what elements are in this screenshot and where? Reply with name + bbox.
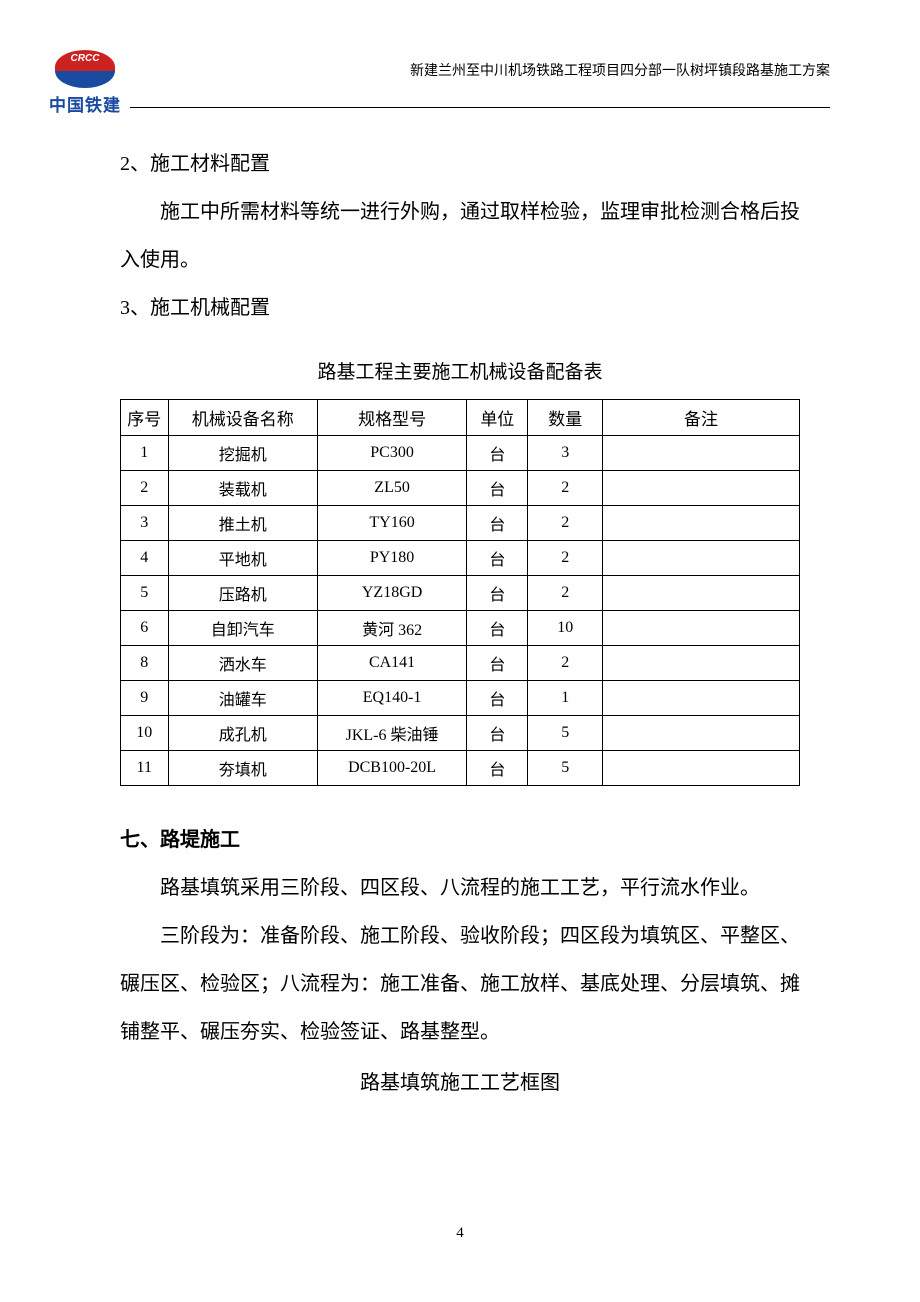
- cell-note: [603, 541, 800, 576]
- section-7-title: 七、路堤施工: [120, 816, 800, 864]
- cell-note: [603, 681, 800, 716]
- cell-qty: 2: [528, 541, 603, 576]
- chart-title: 路基填筑施工工艺框图: [120, 1066, 800, 1095]
- cell-spec: CA141: [317, 646, 466, 681]
- cell-name: 挖掘机: [168, 436, 317, 471]
- cell-spec: TY160: [317, 506, 466, 541]
- cell-seq: 3: [121, 506, 169, 541]
- cell-note: [603, 506, 800, 541]
- col-header-qty: 数量: [528, 400, 603, 436]
- cell-spec: 黄河 362: [317, 611, 466, 646]
- table-row: 8洒水车CA141台2: [121, 646, 800, 681]
- section-2-title: 2、施工材料配置: [120, 140, 800, 188]
- cell-name: 洒水车: [168, 646, 317, 681]
- cell-seq: 2: [121, 471, 169, 506]
- header-divider: [130, 107, 830, 108]
- table-row: 10成孔机JKL-6 柴油锤台5: [121, 716, 800, 751]
- table-row: 11夯填机DCB100-20L台5: [121, 751, 800, 786]
- cell-qty: 1: [528, 681, 603, 716]
- page-number: 4: [456, 1225, 464, 1242]
- cell-unit: 台: [467, 611, 528, 646]
- cell-qty: 5: [528, 716, 603, 751]
- cell-seq: 10: [121, 716, 169, 751]
- cell-name: 装载机: [168, 471, 317, 506]
- cell-unit: 台: [467, 436, 528, 471]
- cell-spec: DCB100-20L: [317, 751, 466, 786]
- table-row: 6自卸汽车黄河 362台10: [121, 611, 800, 646]
- cell-seq: 11: [121, 751, 169, 786]
- cell-unit: 台: [467, 681, 528, 716]
- table-row: 9油罐车EQ140-1台1: [121, 681, 800, 716]
- cell-note: [603, 646, 800, 681]
- cell-seq: 9: [121, 681, 169, 716]
- cell-note: [603, 436, 800, 471]
- cell-unit: 台: [467, 471, 528, 506]
- cell-unit: 台: [467, 646, 528, 681]
- cell-seq: 6: [121, 611, 169, 646]
- cell-qty: 2: [528, 576, 603, 611]
- logo-area: 中国铁建: [30, 50, 140, 116]
- cell-note: [603, 611, 800, 646]
- cell-name: 夯填机: [168, 751, 317, 786]
- equipment-table: 序号 机械设备名称 规格型号 单位 数量 备注 1挖掘机PC300台32装载机Z…: [120, 399, 800, 786]
- col-header-note: 备注: [603, 400, 800, 436]
- cell-note: [603, 576, 800, 611]
- table-title: 路基工程主要施工机械设备配备表: [120, 357, 800, 384]
- table-row: 1挖掘机PC300台3: [121, 436, 800, 471]
- cell-spec: YZ18GD: [317, 576, 466, 611]
- col-header-seq: 序号: [121, 400, 169, 436]
- cell-name: 平地机: [168, 541, 317, 576]
- section-7-p2: 三阶段为：准备阶段、施工阶段、验收阶段；四区段为填筑区、平整区、碾压区、检验区；…: [120, 912, 800, 1056]
- section-3-title: 3、施工机械配置: [120, 284, 800, 332]
- section-7-p1: 路基填筑采用三阶段、四区段、八流程的施工工艺，平行流水作业。: [120, 864, 800, 912]
- cell-unit: 台: [467, 506, 528, 541]
- cell-unit: 台: [467, 576, 528, 611]
- cell-name: 油罐车: [168, 681, 317, 716]
- crcc-logo-icon: [55, 50, 115, 88]
- logo-text: 中国铁建: [30, 91, 140, 116]
- cell-note: [603, 471, 800, 506]
- cell-unit: 台: [467, 716, 528, 751]
- cell-qty: 2: [528, 506, 603, 541]
- cell-note: [603, 716, 800, 751]
- cell-spec: PY180: [317, 541, 466, 576]
- col-header-name: 机械设备名称: [168, 400, 317, 436]
- cell-note: [603, 751, 800, 786]
- cell-spec: PC300: [317, 436, 466, 471]
- table-row: 4平地机PY180台2: [121, 541, 800, 576]
- cell-seq: 1: [121, 436, 169, 471]
- table-header-row: 序号 机械设备名称 规格型号 单位 数量 备注: [121, 400, 800, 436]
- cell-qty: 3: [528, 436, 603, 471]
- cell-name: 成孔机: [168, 716, 317, 751]
- table-row: 2装载机ZL50台2: [121, 471, 800, 506]
- table-body: 1挖掘机PC300台32装载机ZL50台23推土机TY160台24平地机PY18…: [121, 436, 800, 786]
- cell-unit: 台: [467, 541, 528, 576]
- section-2-body: 施工中所需材料等统一进行外购，通过取样检验，监理审批检测合格后投入使用。: [120, 188, 800, 284]
- page-content: 2、施工材料配置 施工中所需材料等统一进行外购，通过取样检验，监理审批检测合格后…: [0, 105, 920, 1095]
- document-title: 新建兰州至中川机场铁路工程项目四分部一队树坪镇段路基施工方案: [410, 60, 830, 80]
- cell-qty: 2: [528, 646, 603, 681]
- cell-name: 压路机: [168, 576, 317, 611]
- col-header-unit: 单位: [467, 400, 528, 436]
- cell-qty: 5: [528, 751, 603, 786]
- cell-spec: EQ140-1: [317, 681, 466, 716]
- table-row: 3推土机TY160台2: [121, 506, 800, 541]
- cell-name: 推土机: [168, 506, 317, 541]
- table-row: 5压路机YZ18GD台2: [121, 576, 800, 611]
- col-header-spec: 规格型号: [317, 400, 466, 436]
- page-header: 中国铁建 新建兰州至中川机场铁路工程项目四分部一队树坪镇段路基施工方案: [0, 50, 920, 105]
- cell-spec: JKL-6 柴油锤: [317, 716, 466, 751]
- cell-seq: 8: [121, 646, 169, 681]
- cell-unit: 台: [467, 751, 528, 786]
- cell-qty: 2: [528, 471, 603, 506]
- cell-seq: 5: [121, 576, 169, 611]
- cell-spec: ZL50: [317, 471, 466, 506]
- cell-qty: 10: [528, 611, 603, 646]
- cell-seq: 4: [121, 541, 169, 576]
- cell-name: 自卸汽车: [168, 611, 317, 646]
